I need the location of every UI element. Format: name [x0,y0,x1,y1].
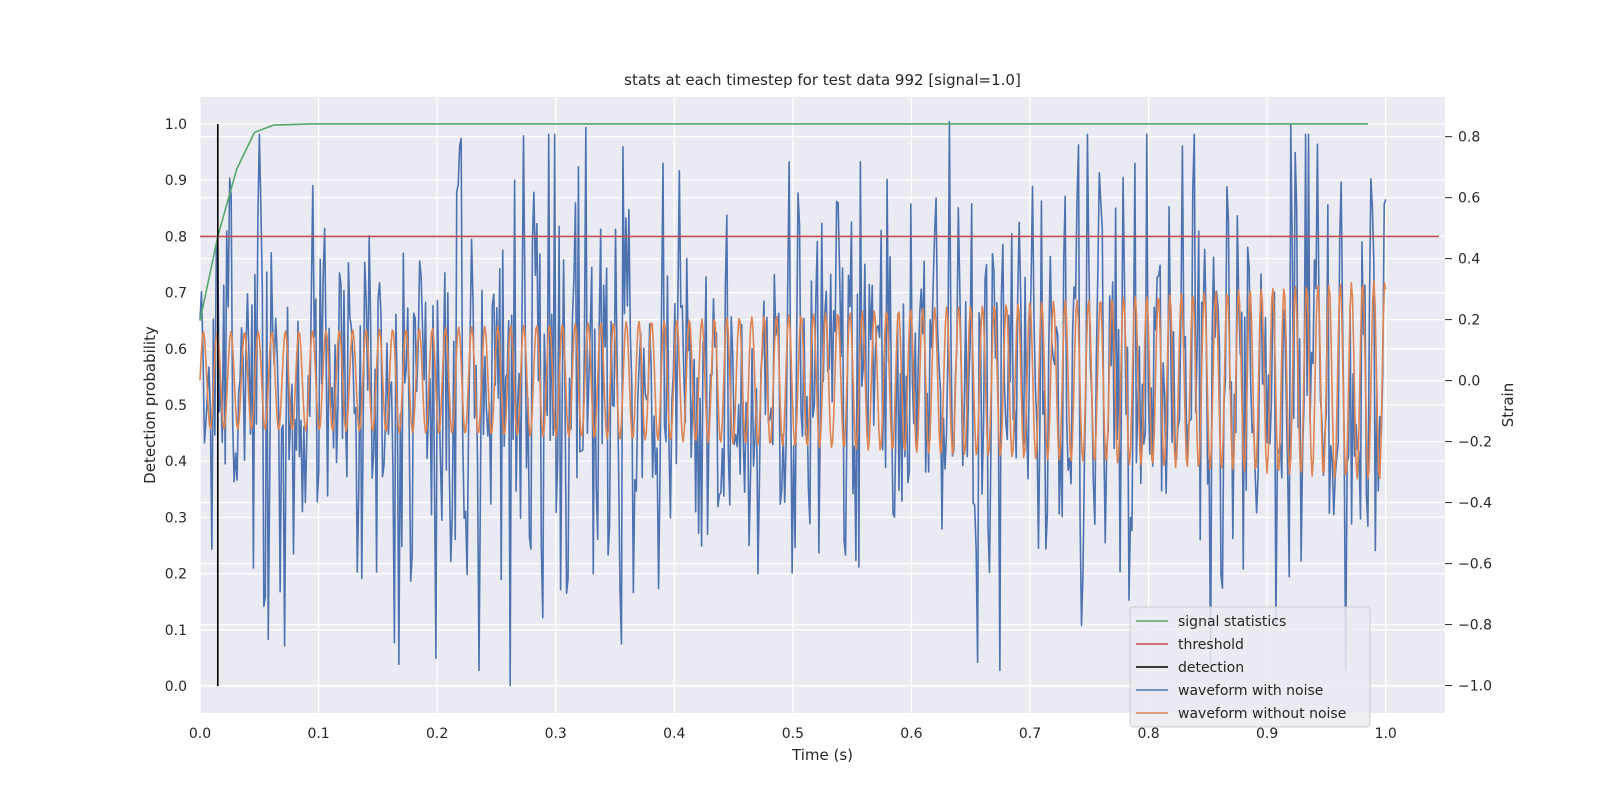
y-left-tick-label: 0.5 [165,398,187,414]
y-left-tick-label: 0.9 [165,173,187,189]
y-right-tick-label: −0.2 [1458,435,1492,451]
y-right-tick-label: −1.0 [1458,679,1492,695]
series-waveform-without-noise [199,280,1387,480]
series-signal-statistics [199,123,1368,321]
x-tick-label: 0.7 [1019,726,1041,742]
y-right-tick-label: 0.4 [1458,252,1480,268]
x-axis-title: Time (s) [791,746,853,764]
y-right-tick-label: 0.0 [1458,374,1480,390]
y-right-axis-title: Strain [1499,383,1517,427]
chart-title: stats at each timestep for test data 992… [624,71,1021,89]
x-axis: 0.0 0.1 0.2 0.3 0.4 0.5 0.6 0.7 0.8 0.9 1.0 [189,726,1397,742]
y-left-tick-label: 0.7 [165,286,187,302]
y-left-tick-label: 0.3 [165,510,187,526]
x-tick-label: 0.2 [426,726,448,742]
right-axis: −1.0 −0.8 −0.6 −0.4 −0.2 0.0 0.2 0.4 0.6 0.8 [1445,130,1492,695]
x-tick-label: 0.0 [189,726,211,742]
legend-label-signal-statistics: signal statistics [1178,614,1286,630]
y-left-tick-label: 0.1 [165,623,187,639]
legend-box [1129,606,1371,728]
y-left-tick-label: 1.0 [165,117,187,133]
legend-label-detection: detection [1178,660,1244,676]
x-tick-label: 1.0 [1375,726,1397,742]
y-right-tick-label: 0.6 [1458,191,1480,207]
x-tick-label: 0.1 [307,726,329,742]
series-layer [199,120,1440,687]
y-right-tick-label: −0.8 [1458,618,1492,634]
legend-label-waveform-with-noise: waveform with noise [1178,683,1323,699]
legend: signal statistics threshold detection wa… [1129,606,1371,728]
y-left-axis-title: Detection probability [141,326,159,484]
y-left-tick-label: 0.6 [165,342,187,358]
y-left-tick-label: 0.2 [165,567,187,583]
left-axis: 0.0 0.1 0.2 0.3 0.4 0.5 0.6 0.7 0.8 0.9 1.0 [165,117,187,695]
x-tick-label: 0.5 [782,726,804,742]
x-tick-label: 0.6 [900,726,922,742]
y-right-tick-label: −0.4 [1458,496,1492,512]
y-left-tick-label: 0.8 [165,229,187,245]
x-tick-label: 0.4 [663,726,685,742]
legend-label-waveform-without-noise: waveform without noise [1178,706,1346,722]
x-tick-label: 0.9 [1256,726,1278,742]
y-left-tick-label: 0.4 [165,454,187,470]
legend-label-threshold: threshold [1178,637,1244,653]
y-right-tick-label: 0.8 [1458,130,1480,146]
y-left-tick-label: 0.0 [165,679,187,695]
x-tick-label: 0.3 [545,726,567,742]
y-right-tick-label: −0.6 [1458,557,1492,573]
x-tick-label: 0.8 [1137,726,1159,742]
y-right-tick-label: 0.2 [1458,313,1480,329]
